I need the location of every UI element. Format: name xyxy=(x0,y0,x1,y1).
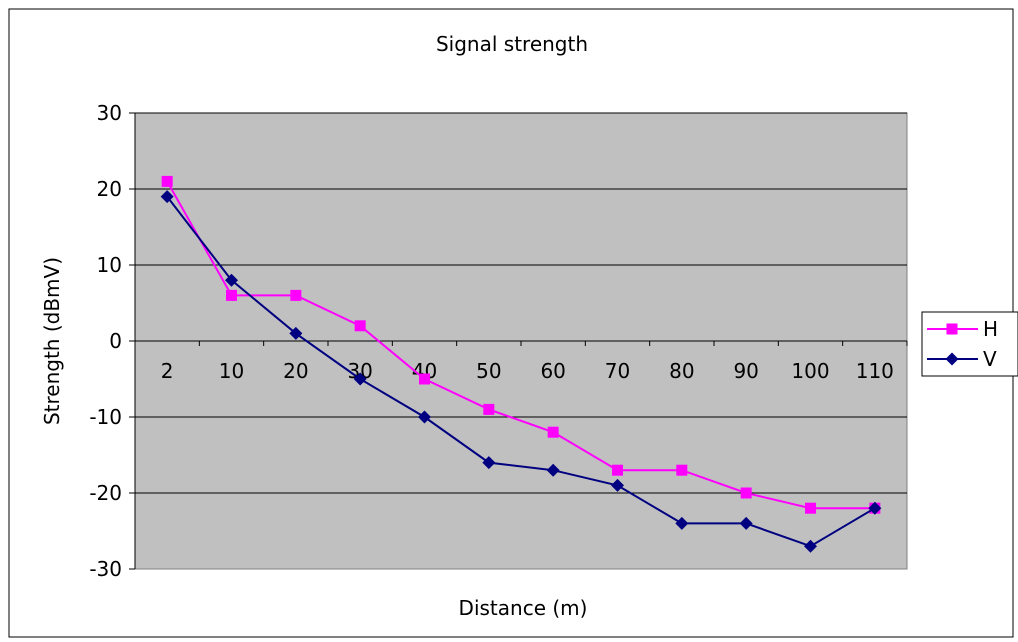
data-point xyxy=(739,516,753,530)
data-point xyxy=(418,410,431,424)
axes xyxy=(129,112,908,570)
series-line xyxy=(166,180,875,510)
x-tick-label: 80 xyxy=(669,359,694,383)
data-point xyxy=(161,175,173,187)
data-point xyxy=(612,464,623,476)
data-point xyxy=(611,478,624,492)
y-tick-label: -20 xyxy=(89,481,122,505)
x-tick-label: 10 xyxy=(219,359,244,383)
data-point xyxy=(868,501,882,515)
data-point xyxy=(353,372,367,386)
data-point xyxy=(547,426,559,438)
series xyxy=(160,175,882,553)
data-point xyxy=(483,403,495,415)
x-tick-label: 50 xyxy=(476,359,501,383)
data-point xyxy=(546,463,560,477)
y-tick-label: 30 xyxy=(97,101,122,125)
x-tick-labels: 2 10 20 30 40 50 60 70 80 90 100 110 xyxy=(161,359,894,383)
chart-title: Signal strength xyxy=(436,32,588,56)
data-point xyxy=(160,190,174,204)
x-tick-label: 2 xyxy=(161,359,174,383)
y-tick-label: -10 xyxy=(89,405,122,429)
y-tick-label: 0 xyxy=(109,329,122,353)
x-tick-label: 70 xyxy=(605,359,630,383)
data-point xyxy=(740,487,752,499)
legend-box xyxy=(921,311,1018,377)
data-point xyxy=(676,464,688,476)
y-tick-label: 10 xyxy=(97,253,122,277)
y-axis-title: Strength (dBmV) xyxy=(40,257,64,425)
y-tick-labels: 30 20 10 0 -10 -20 -30 xyxy=(89,101,122,581)
data-point xyxy=(482,456,496,470)
x-tick-label: 60 xyxy=(540,359,565,383)
series-line xyxy=(166,195,876,548)
data-point xyxy=(290,289,302,301)
data-point xyxy=(354,320,366,332)
x-tick-label: 110 xyxy=(856,359,894,383)
legend: HV xyxy=(921,311,1018,377)
legend-marker xyxy=(946,323,958,335)
data-point xyxy=(419,373,430,385)
data-point xyxy=(805,502,816,514)
x-tick-label: 90 xyxy=(733,359,758,383)
legend-marker xyxy=(945,352,959,366)
series-H xyxy=(161,175,881,514)
legend-label: V xyxy=(983,347,997,371)
data-point xyxy=(226,289,237,301)
data-point xyxy=(225,273,238,287)
data-point xyxy=(289,326,303,340)
data-point xyxy=(804,539,817,553)
x-axis-title: Distance (m) xyxy=(459,596,588,620)
data-point xyxy=(675,516,689,530)
y-tick-label: -30 xyxy=(89,557,122,581)
legend-label: H xyxy=(983,317,998,341)
x-tick-label: 20 xyxy=(283,359,308,383)
y-tick-label: 20 xyxy=(97,177,122,201)
x-tick-label: 100 xyxy=(791,359,829,383)
series-V xyxy=(160,190,882,553)
